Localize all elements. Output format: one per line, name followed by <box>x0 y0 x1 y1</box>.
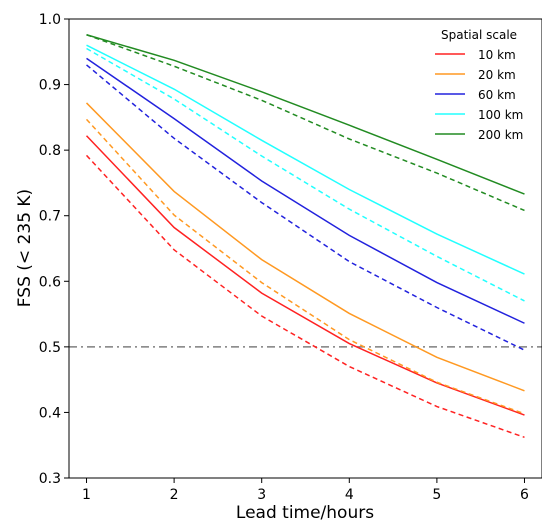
y-tick-label: 0.6 <box>39 274 61 290</box>
y-tick-label: 0.5 <box>39 340 61 356</box>
x-tick-label: 3 <box>257 487 266 503</box>
series-line-5-dashed <box>85 154 525 439</box>
x-axis-label: Lead time/hours <box>236 503 374 523</box>
legend-label: 60 km <box>478 88 516 102</box>
series-line-3-solid <box>86 44 525 275</box>
plot-frame <box>68 18 542 479</box>
y-axis-label: FSS (< 235 K) <box>15 189 35 307</box>
series-line-8-dashed <box>86 47 525 302</box>
y-tick-label: 0.7 <box>39 209 61 225</box>
plot-area <box>69 34 542 439</box>
series-line-2-solid <box>86 57 525 324</box>
y-tick-label: 0.4 <box>39 405 61 421</box>
x-tick-label: 4 <box>345 487 354 503</box>
legend-title: Spatial scale <box>441 28 517 42</box>
series-line-4-solid <box>86 34 525 195</box>
legend-label: 100 km <box>478 108 523 122</box>
x-tick-label: 5 <box>432 487 441 503</box>
legend-label: 20 km <box>478 68 516 82</box>
series-line-6-dashed <box>85 118 525 415</box>
y-tick-label: 0.9 <box>39 78 61 94</box>
series-line-0-solid <box>85 135 525 416</box>
x-axis-ticks: 1 2 3 4 5 6 <box>82 478 529 503</box>
y-axis-ticks: 0.3 0.4 0.5 0.6 0.7 0.8 0.9 1.0 <box>39 12 69 487</box>
x-tick-label: 2 <box>170 487 179 503</box>
series-line-1-solid <box>85 102 525 392</box>
y-tick-label: 0.8 <box>39 143 61 159</box>
legend-label: 200 km <box>478 128 523 142</box>
x-tick-label: 6 <box>520 487 529 503</box>
x-tick-label: 1 <box>82 487 91 503</box>
y-tick-label: 0.3 <box>39 471 61 487</box>
legend-label: 10 km <box>478 48 516 62</box>
series-line-9-dashed <box>86 34 525 212</box>
legend: Spatial scale 10 km 20 km 60 km 100 km 200 k… <box>435 28 523 142</box>
y-tick-label: 1.0 <box>39 12 61 28</box>
series-line-7-dashed <box>86 64 525 351</box>
